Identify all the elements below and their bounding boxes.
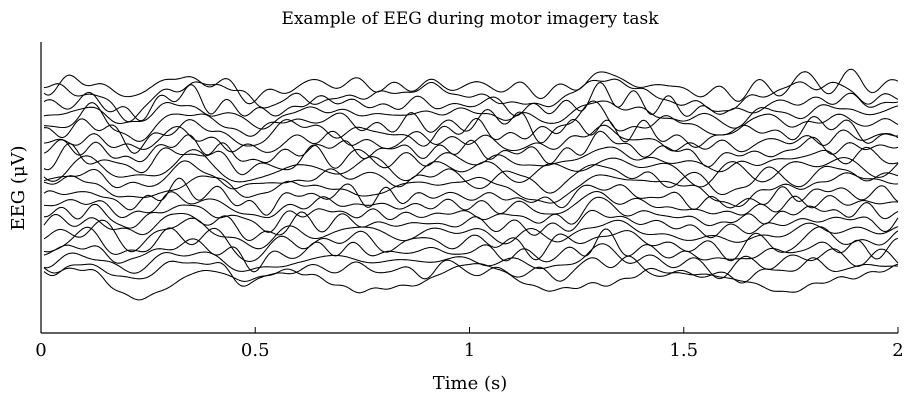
eeg-trace (43, 228, 899, 273)
eeg-trace (43, 226, 899, 263)
x-tick-label: 1.5 (669, 340, 698, 361)
eeg-trace (44, 190, 899, 219)
x-tick-label: 0 (35, 340, 46, 361)
eeg-trace (43, 68, 899, 105)
eeg-trace (43, 217, 899, 253)
x-ticks: 0 0.5 1 1.5 2 (35, 327, 904, 361)
eeg-trace (43, 100, 899, 144)
x-axis-label: Time (s) (433, 373, 508, 394)
eeg-trace (43, 243, 899, 280)
x-tick-label: 2 (892, 340, 903, 361)
eeg-trace (43, 160, 899, 196)
eeg-trace (43, 82, 899, 122)
eeg-trace (43, 263, 899, 301)
eeg-trace (43, 172, 899, 208)
eeg-trace (43, 143, 899, 176)
x-tick-label: 0.5 (241, 340, 270, 361)
eeg-trace (43, 149, 899, 188)
eeg-trace (43, 115, 899, 154)
eeg-trace (43, 177, 899, 216)
eeg-trace (43, 196, 899, 233)
eeg-trace (43, 255, 899, 287)
eeg-trace (43, 209, 899, 242)
eeg-trace (43, 100, 899, 130)
eeg-trace (43, 130, 899, 168)
x-tick-label: 1 (464, 340, 475, 361)
eeg-traces (43, 68, 899, 301)
eeg-trace (43, 78, 899, 123)
chart-title: Example of EEG during motor imagery task (281, 9, 659, 29)
y-axis-label: EEG (μV) (8, 145, 29, 230)
eeg-trace (43, 124, 899, 153)
